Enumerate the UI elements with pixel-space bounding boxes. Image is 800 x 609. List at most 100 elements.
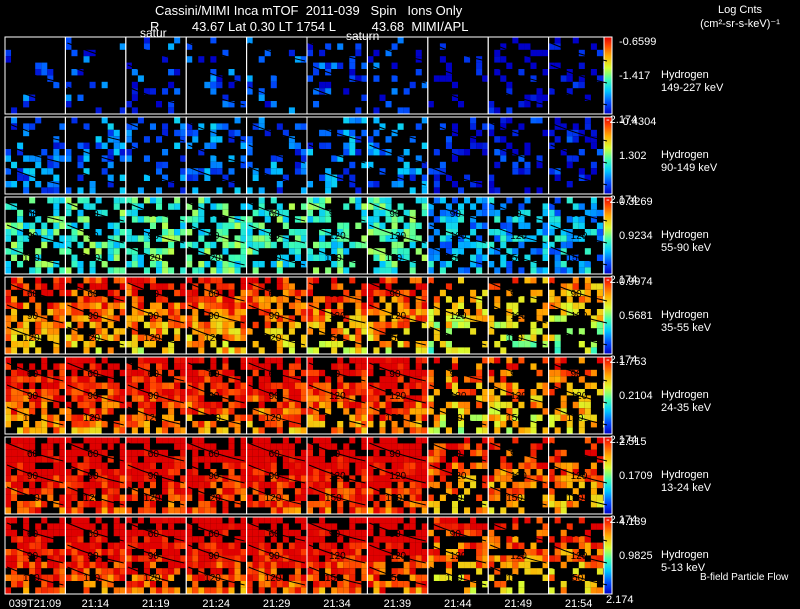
data-cell bbox=[458, 149, 465, 156]
data-cell bbox=[174, 549, 181, 556]
data-cell bbox=[77, 421, 84, 428]
data-cell bbox=[337, 561, 344, 569]
data-cell bbox=[542, 475, 549, 482]
data-cell bbox=[222, 542, 229, 549]
data-cell bbox=[476, 209, 483, 217]
data-cell bbox=[234, 574, 241, 581]
data-cell bbox=[385, 414, 392, 421]
data-cell bbox=[439, 267, 446, 274]
data-cell bbox=[578, 168, 585, 175]
data-cell bbox=[288, 462, 295, 469]
data-cell bbox=[439, 161, 446, 169]
data-cell bbox=[403, 289, 410, 297]
data-cell bbox=[524, 209, 531, 217]
data-cell bbox=[415, 222, 422, 229]
data-cell bbox=[470, 296, 477, 303]
data-cell bbox=[566, 181, 573, 188]
data-cell bbox=[186, 168, 193, 175]
data-cell bbox=[89, 456, 96, 463]
data-cell bbox=[482, 123, 489, 130]
data-cell bbox=[95, 475, 102, 482]
contour-line bbox=[490, 122, 547, 142]
data-cell bbox=[572, 283, 579, 290]
data-cell bbox=[11, 494, 18, 501]
data-cell bbox=[101, 382, 108, 389]
data-cell bbox=[451, 488, 458, 495]
data-cell bbox=[536, 161, 543, 169]
data-cell bbox=[288, 261, 295, 268]
data-cell bbox=[596, 321, 603, 329]
data-cell bbox=[29, 507, 36, 514]
data-cell bbox=[228, 155, 235, 162]
data-cell bbox=[47, 574, 54, 581]
contour-label: 120 bbox=[144, 413, 161, 424]
data-cell bbox=[445, 523, 452, 530]
data-cell bbox=[373, 488, 380, 495]
data-cell bbox=[107, 181, 114, 188]
data-cell bbox=[35, 469, 42, 476]
data-cell bbox=[409, 488, 416, 495]
data-cell bbox=[113, 235, 120, 242]
data-cell bbox=[307, 475, 314, 482]
data-cell bbox=[458, 347, 465, 354]
contour-line bbox=[67, 202, 124, 222]
data-cell bbox=[494, 248, 501, 255]
data-cell bbox=[252, 529, 259, 537]
data-cell bbox=[246, 241, 253, 249]
data-cell bbox=[35, 181, 42, 188]
data-cell bbox=[294, 574, 301, 581]
data-cell bbox=[403, 254, 410, 261]
data-cell bbox=[482, 549, 489, 556]
data-cell bbox=[458, 277, 465, 284]
data-cell bbox=[294, 507, 301, 514]
data-cell bbox=[17, 142, 24, 149]
data-cell bbox=[198, 296, 205, 303]
data-cell bbox=[198, 261, 205, 268]
data-cell bbox=[300, 395, 307, 402]
data-cell bbox=[264, 555, 271, 562]
contour-label: 150 bbox=[385, 573, 402, 584]
data-cell bbox=[47, 529, 54, 537]
data-cell bbox=[300, 481, 307, 489]
data-cell bbox=[512, 414, 519, 421]
data-cell bbox=[149, 321, 156, 329]
data-cell bbox=[373, 574, 380, 581]
data-cell bbox=[204, 443, 211, 450]
data-cell bbox=[204, 475, 211, 482]
data-cell bbox=[264, 382, 271, 389]
data-cell bbox=[319, 389, 326, 396]
data-cell bbox=[252, 283, 259, 290]
data-cell bbox=[288, 421, 295, 428]
data-cell bbox=[41, 574, 48, 581]
data-cell bbox=[554, 302, 561, 309]
data-cell bbox=[421, 549, 428, 556]
data-cell bbox=[536, 187, 543, 194]
data-cell bbox=[355, 488, 362, 495]
data-cell bbox=[258, 94, 265, 101]
data-cell bbox=[451, 382, 458, 389]
data-cell bbox=[246, 581, 253, 588]
data-cell bbox=[17, 443, 24, 450]
data-cell bbox=[168, 494, 175, 501]
data-cell bbox=[137, 507, 144, 514]
data-cell bbox=[41, 587, 48, 594]
data-cell bbox=[174, 462, 181, 469]
data-cell bbox=[276, 357, 283, 364]
data-cell bbox=[349, 369, 356, 377]
data-cell bbox=[276, 341, 283, 348]
data-cell bbox=[313, 203, 320, 210]
contour-label: 90 bbox=[450, 289, 462, 300]
contour-line bbox=[308, 42, 366, 62]
data-cell bbox=[168, 43, 175, 50]
data-cell bbox=[156, 161, 163, 169]
data-cell bbox=[566, 414, 573, 421]
data-cell bbox=[240, 155, 247, 162]
data-cell bbox=[101, 261, 108, 268]
data-cell bbox=[578, 328, 585, 335]
data-cell bbox=[222, 328, 229, 335]
data-cell bbox=[53, 321, 60, 329]
data-cell bbox=[210, 155, 217, 162]
data-cell bbox=[228, 296, 235, 303]
contour-line bbox=[188, 566, 245, 586]
data-cell bbox=[337, 401, 344, 409]
